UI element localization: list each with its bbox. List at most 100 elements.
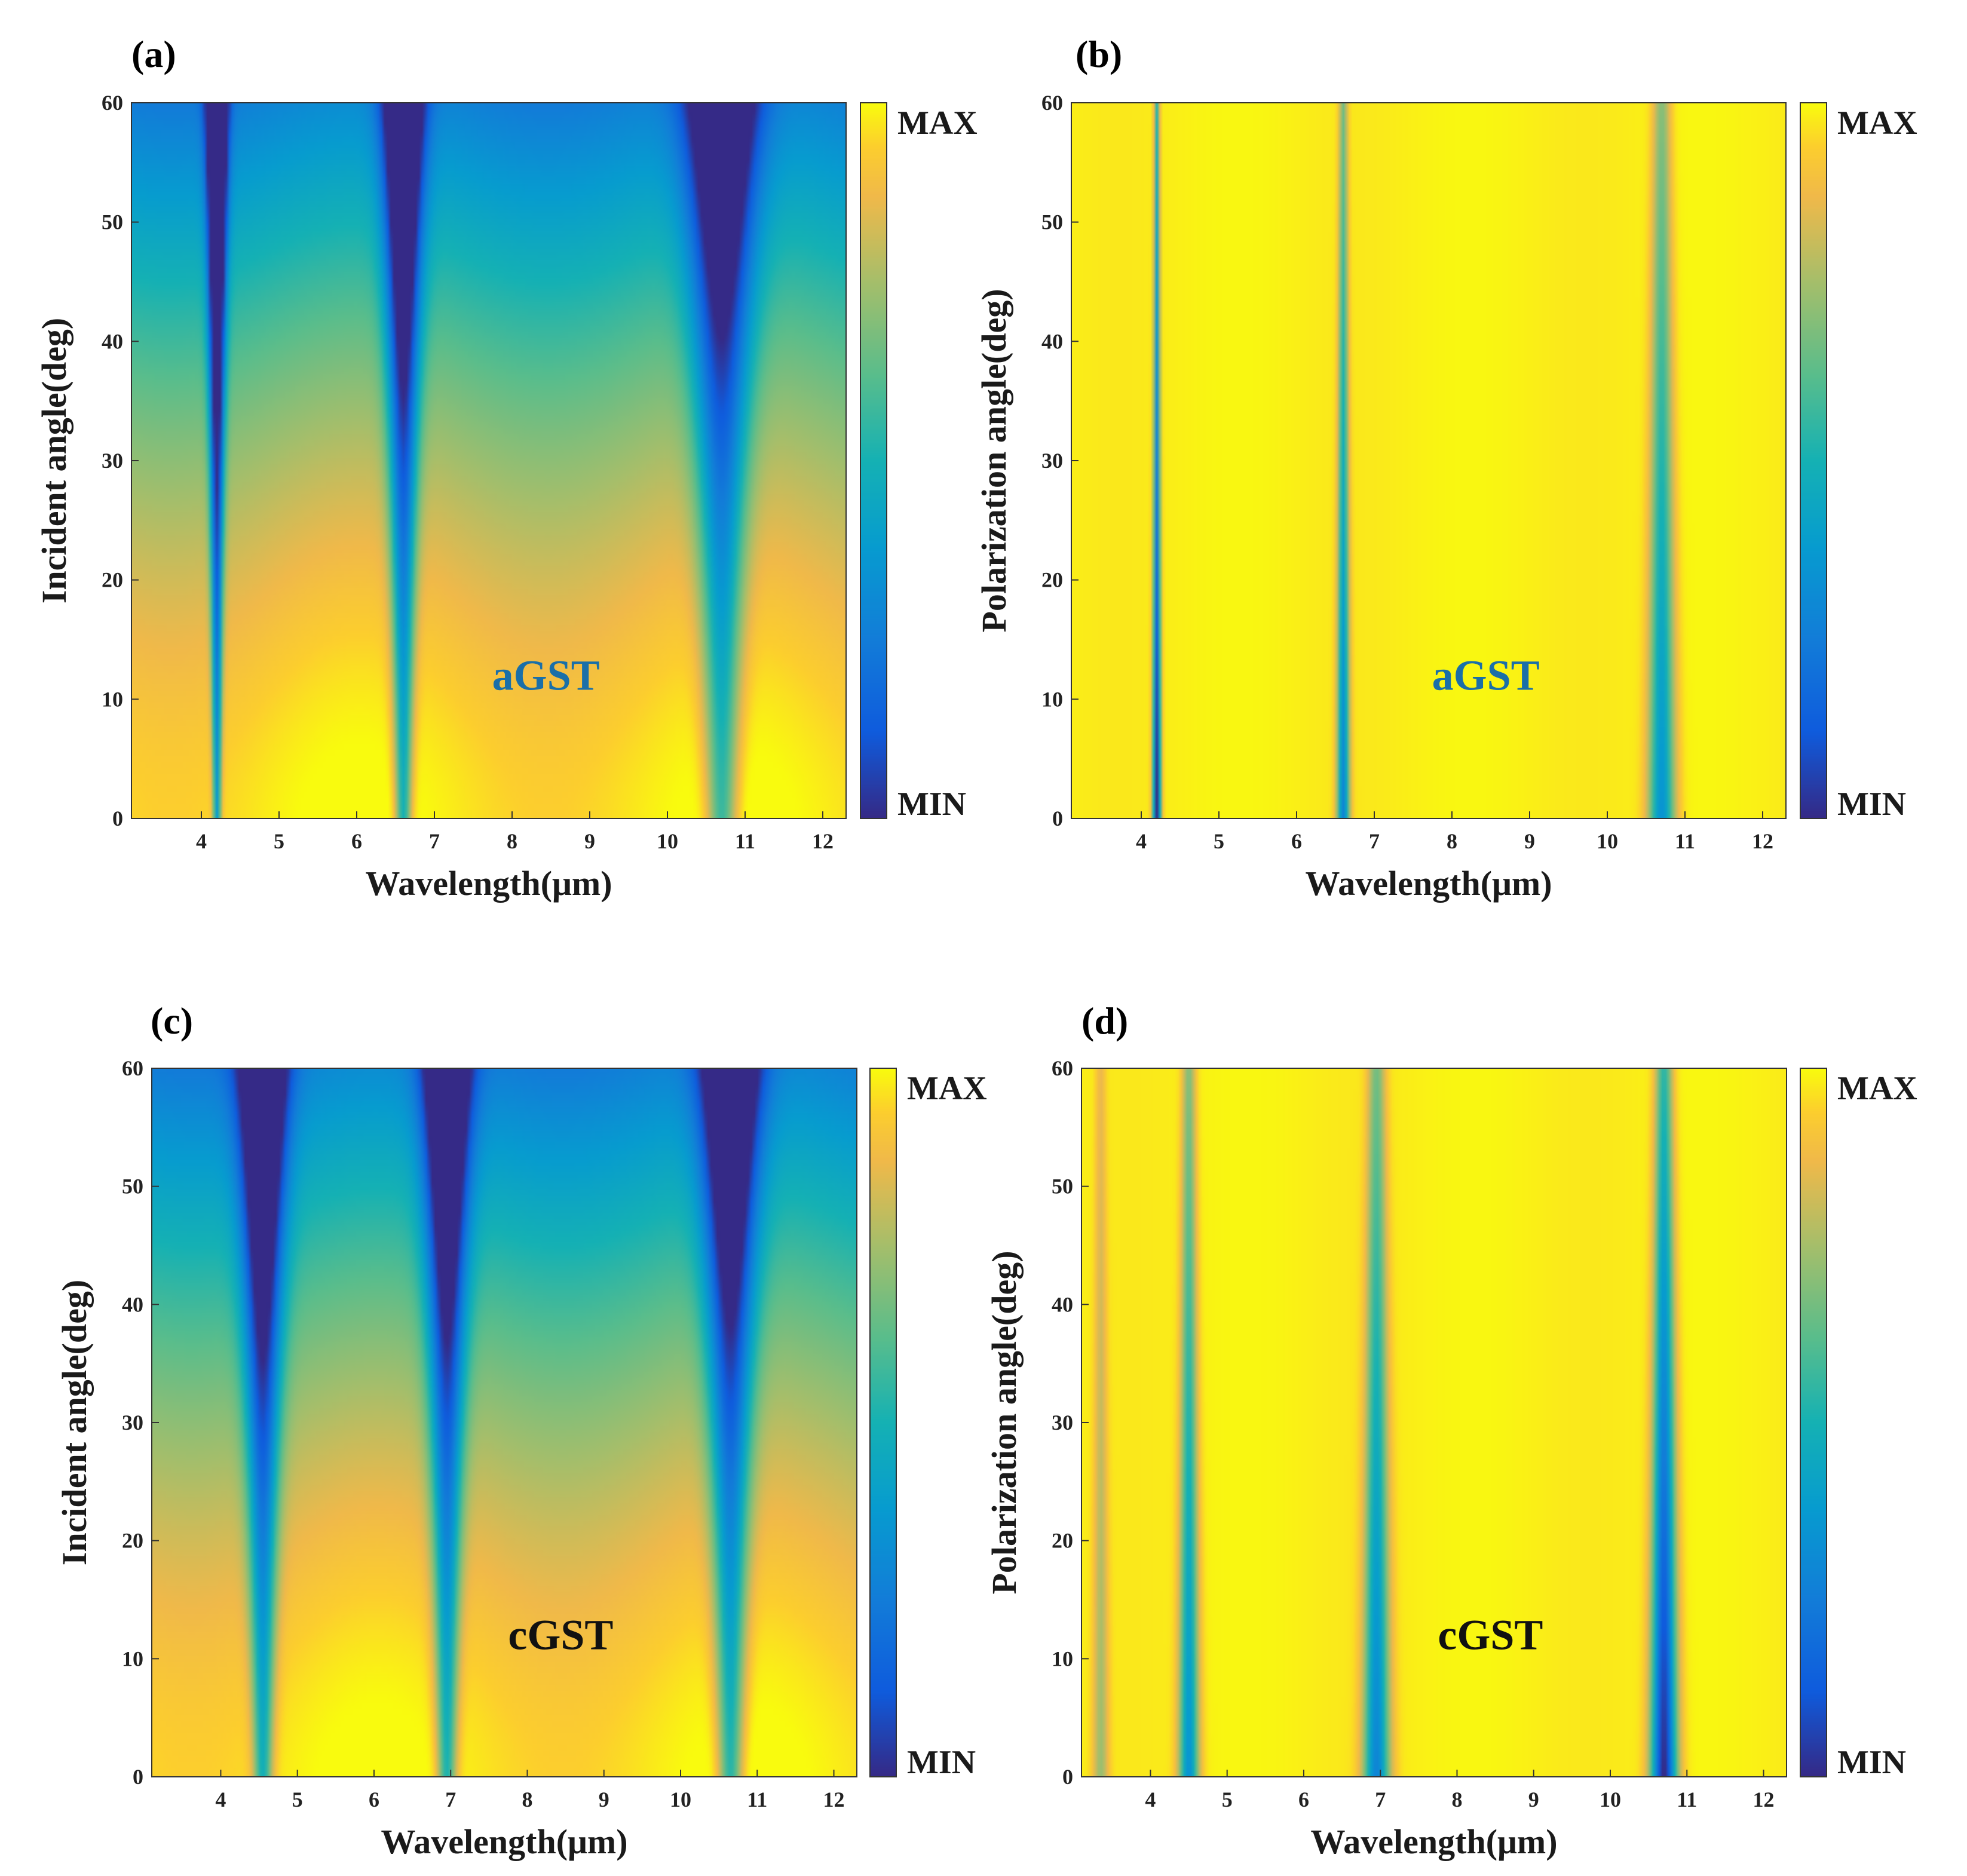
y-tick-label: 40	[1052, 1292, 1073, 1316]
colorbar-min-label: MIN	[1837, 786, 1906, 823]
colorbar-max-label: MAX	[897, 105, 978, 142]
x-tick-label: 9	[599, 1788, 609, 1811]
colorbar	[860, 103, 887, 819]
x-tick-label: 7	[1375, 1788, 1386, 1811]
y-tick-label: 30	[122, 1411, 143, 1434]
colorbar-min-label: MIN	[907, 1744, 976, 1781]
material-annotation: aGST	[1432, 651, 1540, 699]
x-tick-label: 4	[196, 829, 207, 853]
x-tick-label: 5	[292, 1788, 303, 1811]
y-tick-label: 40	[102, 329, 123, 353]
colorbar-max-label: MAX	[1837, 1070, 1917, 1107]
colorbar-max-label: MAX	[907, 1070, 987, 1107]
x-tick-label: 5	[274, 829, 284, 853]
y-tick-label: 10	[122, 1647, 143, 1670]
y-tick-label: 40	[122, 1292, 143, 1316]
x-tick-label: 4	[1136, 829, 1147, 853]
y-axis-label: Polarization angle(deg)	[985, 1250, 1024, 1594]
colorbar-frame	[1800, 102, 1827, 819]
x-tick-label: 7	[429, 829, 440, 853]
x-tick-label: 5	[1222, 1788, 1233, 1811]
y-tick-label: 30	[1052, 1411, 1073, 1434]
y-tick-label: 20	[102, 568, 123, 592]
y-tick-label: 60	[102, 91, 123, 115]
heatmap-image	[1071, 103, 1786, 819]
y-tick-label: 60	[1052, 1056, 1073, 1080]
y-tick-label: 60	[1041, 91, 1063, 115]
y-tick-label: 30	[102, 449, 123, 473]
y-tick-label: 10	[1052, 1647, 1073, 1670]
y-tick-label: 50	[1052, 1175, 1073, 1198]
panel-a: (a) 4 5 6 7 8 9 10 11 12 0 10 20 30 40 50 60 Wavelength(μ…	[35, 33, 978, 903]
panel-label: (c)	[151, 1000, 193, 1042]
colorbar	[1800, 1068, 1827, 1777]
x-tick-label: 9	[1528, 1788, 1539, 1811]
x-tick-label: 5	[1214, 829, 1224, 853]
x-tick-label: 8	[522, 1788, 532, 1811]
y-tick-label: 20	[122, 1529, 143, 1553]
panel-b: (b) 4 5 6 7 8 9 10 11 12 0 10 20 30 40 50 60 Wavelength(μ…	[975, 33, 1917, 903]
y-tick-label: 30	[1041, 449, 1063, 473]
x-tick-label: 8	[1451, 1788, 1462, 1811]
colorbar-frame	[1800, 1068, 1827, 1777]
y-tick-label: 60	[122, 1056, 143, 1080]
x-tick-label: 6	[1298, 1788, 1309, 1811]
colorbar-min-label: MIN	[1837, 1744, 1906, 1781]
y-tick-label: 10	[1041, 687, 1063, 711]
x-tick-label: 11	[1677, 1788, 1697, 1811]
y-tick-label: 0	[133, 1765, 143, 1789]
colorbar	[870, 1068, 896, 1777]
x-axis-label: Wavelength(μm)	[1305, 864, 1552, 903]
material-annotation: aGST	[492, 651, 600, 699]
y-tick-label: 20	[1052, 1529, 1073, 1553]
y-tick-label: 0	[1052, 807, 1063, 830]
material-annotation: cGST	[1438, 1611, 1543, 1659]
x-tick-label: 12	[812, 829, 834, 853]
x-tick-label: 10	[1600, 1788, 1621, 1811]
x-tick-label: 6	[369, 1788, 379, 1811]
y-axis-label: Polarization angle(deg)	[975, 289, 1013, 632]
x-tick-label: 8	[507, 829, 517, 853]
x-tick-label: 10	[670, 1788, 691, 1811]
colorbar	[1800, 103, 1827, 819]
heatmap-image	[152, 1068, 857, 1777]
material-annotation: cGST	[508, 1611, 613, 1659]
colorbar-frame	[869, 1068, 897, 1777]
x-tick-label: 12	[1752, 829, 1773, 853]
colorbar-frame	[860, 102, 887, 819]
x-tick-label: 4	[215, 1788, 226, 1811]
x-axis-label: Wavelength(μm)	[365, 864, 612, 903]
y-axis-label: Incident angle(deg)	[55, 1280, 94, 1566]
x-tick-label: 7	[1369, 829, 1380, 853]
x-tick-label: 11	[735, 829, 755, 853]
y-tick-label: 50	[1041, 210, 1063, 234]
x-axis-label: Wavelength(μm)	[1310, 1822, 1557, 1861]
x-tick-label: 11	[1675, 829, 1695, 853]
colorbar-max-label: MAX	[1837, 105, 1917, 142]
panel-label: (b)	[1076, 33, 1122, 75]
panel-label: (a)	[131, 33, 176, 75]
x-axis-label: Wavelength(μm)	[381, 1822, 627, 1861]
x-tick-label: 10	[1597, 829, 1618, 853]
colorbar-min-label: MIN	[897, 786, 966, 823]
y-tick-label: 10	[102, 687, 123, 711]
heatmap-image	[1081, 1068, 1787, 1777]
x-tick-label: 12	[1753, 1788, 1775, 1811]
x-tick-label: 7	[445, 1788, 456, 1811]
x-tick-label: 11	[747, 1788, 767, 1811]
x-tick-label: 9	[1524, 829, 1535, 853]
x-tick-label: 9	[584, 829, 595, 853]
x-tick-label: 8	[1447, 829, 1457, 853]
panel-c: (c) 4 5 6 7 8 9 10 11 12 0 10 20 30 40 50 60 Wavelength(μ…	[55, 1000, 987, 1861]
y-tick-label: 20	[1041, 568, 1063, 592]
x-tick-label: 4	[1145, 1788, 1156, 1811]
panel-d: (d) 4 5 6 7 8 9 10 11 12 0 10 20 30 40 50 60 Wavelength(μ…	[985, 1000, 1917, 1861]
panel-label: (d)	[1081, 1000, 1128, 1042]
heatmap-image	[131, 103, 846, 819]
y-tick-label: 40	[1041, 329, 1063, 353]
x-tick-label: 6	[1291, 829, 1302, 853]
y-tick-label: 50	[102, 210, 123, 234]
x-tick-label: 12	[823, 1788, 845, 1811]
x-tick-label: 6	[351, 829, 362, 853]
